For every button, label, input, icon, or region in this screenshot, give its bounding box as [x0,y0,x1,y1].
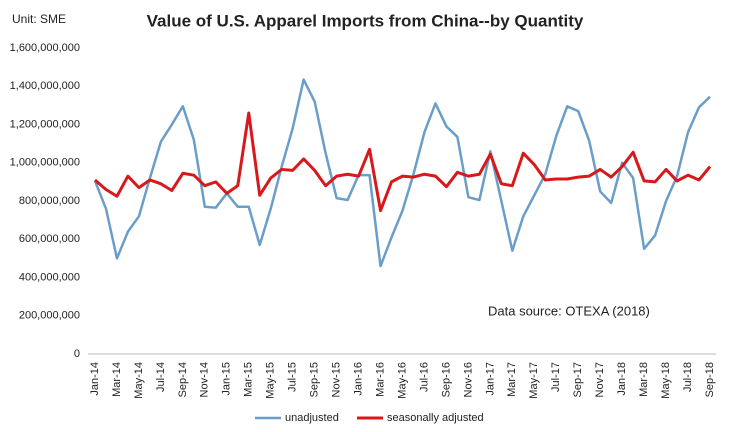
x-tick-label: Jan-15 [221,362,233,396]
y-tick-label: 200,000,000 [19,310,80,322]
x-tick-label: Sep-15 [309,362,321,397]
x-tick-label: Nov-14 [199,362,211,397]
x-tick-label: Nov-15 [331,362,343,397]
chart-title: Value of U.S. Apparel Imports from China… [147,11,584,30]
x-tick-label: May-15 [265,362,277,399]
series-line [94,111,712,213]
x-tick-label: Mar-17 [506,362,518,397]
x-tick-label: May-18 [660,362,672,399]
x-tick-label: Mar-14 [111,362,123,397]
x-tick-label: Jul-16 [418,362,430,392]
x-tick-label: Jul-14 [155,362,167,392]
x-tick-label: Jan-17 [484,362,496,396]
x-tick-label: Jul-18 [682,362,694,392]
y-tick-label: 0 [74,348,80,360]
y-tick-label: 1,200,000,000 [10,118,80,130]
x-tick-label: May-14 [133,362,145,399]
x-tick-label: Sep-16 [440,362,452,397]
x-tick-label: Nov-17 [594,362,606,397]
y-tick-label: 1,400,000,000 [10,80,80,92]
y-tick-label: 1,600,000,000 [10,42,80,54]
y-tick-label: 1,000,000,000 [10,157,80,169]
y-tick-label: 800,000,000 [19,195,80,207]
x-tick-label: Jul-17 [550,362,562,392]
x-tick-label: Jan-16 [352,362,364,396]
x-tick-label: May-16 [396,362,408,399]
annotation: Data source: OTEXA (2018) [488,303,650,318]
x-tick-label: Jan-18 [616,362,628,396]
unit-label: Unit: SME [12,12,66,26]
x-tick-label: Nov-16 [462,362,474,397]
y-tick-label: 400,000,000 [19,271,80,283]
y-tick-label: 600,000,000 [19,233,80,245]
series-line [93,78,711,268]
x-tick-label: Mar-18 [638,362,650,397]
x-tick-label: Sep-18 [704,362,716,397]
x-tick-label: Jan-14 [89,362,101,396]
x-tick-label: Mar-16 [374,362,386,397]
x-tick-label: Sep-17 [572,362,584,397]
x-tick-label: Jul-15 [287,362,299,392]
x-tick-label: Mar-15 [243,362,255,397]
legend-label: seasonally adjusted [387,412,484,424]
x-tick-label: May-17 [528,362,540,399]
x-tick-label: Sep-14 [177,362,189,397]
legend-label: unadjusted [285,412,339,424]
